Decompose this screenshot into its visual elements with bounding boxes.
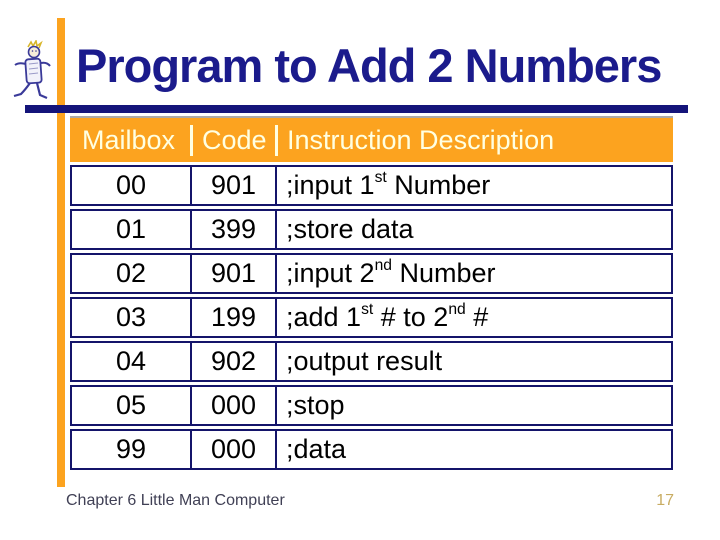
instruction-cell: ;store data xyxy=(275,211,671,248)
mailbox-cell: 04 xyxy=(115,346,147,376)
instruction-cell: ;input 2nd Number xyxy=(275,255,671,292)
instruction-cell: ;stop xyxy=(275,387,671,424)
mailbox-cell: 99 xyxy=(115,434,147,464)
instruction-cell: ;input 1st Number xyxy=(275,167,671,204)
footer-text: Chapter 6 Little Man Computer xyxy=(66,492,285,509)
instruction-cell: ;data xyxy=(275,431,671,468)
table-row: 04 902 ;output result xyxy=(70,341,673,382)
program-table: Mailbox Code Instruction Description 00 … xyxy=(70,116,673,470)
header-instruction-description: Instruction Description xyxy=(275,124,673,156)
accent-bar xyxy=(57,18,65,487)
little-man-figure-icon xyxy=(13,40,51,100)
instruction-cell: ;output result xyxy=(275,343,671,380)
table-row: 99 000 ;data xyxy=(70,429,673,470)
table-row: 02 901 ;input 2nd Number xyxy=(70,253,673,294)
table-row: 01 399 ;store data xyxy=(70,209,673,250)
code-cell: 000 xyxy=(190,431,275,468)
code-cell: 199 xyxy=(190,299,275,336)
code-cell: 901 xyxy=(190,167,275,204)
table-row: 00 901 ;input 1st Number xyxy=(70,165,673,206)
code-cell: 902 xyxy=(190,343,275,380)
table-row: 03 199 ;add 1st # to 2nd # xyxy=(70,297,673,338)
mailbox-cell: 00 xyxy=(115,170,147,200)
table-body: 00 901 ;input 1st Number 01 399 ;store d… xyxy=(70,165,673,470)
code-cell: 399 xyxy=(190,211,275,248)
mailbox-cell: 01 xyxy=(115,214,147,244)
mailbox-cell: 03 xyxy=(115,302,147,332)
code-cell: 901 xyxy=(190,255,275,292)
table-row: 05 000 ;stop xyxy=(70,385,673,426)
header-code: Code xyxy=(190,124,275,156)
page-title: Program to Add 2 Numbers xyxy=(76,39,662,92)
title-rule xyxy=(25,105,688,113)
mailbox-cell: 02 xyxy=(115,258,147,288)
header-mailbox: Mailbox xyxy=(82,124,176,155)
code-cell: 000 xyxy=(190,387,275,424)
mailbox-cell: 05 xyxy=(115,390,147,420)
table-header-row: Mailbox Code Instruction Description xyxy=(70,116,673,162)
page-number: 17 xyxy=(656,492,674,509)
instruction-cell: ;add 1st # to 2nd # xyxy=(275,299,671,336)
